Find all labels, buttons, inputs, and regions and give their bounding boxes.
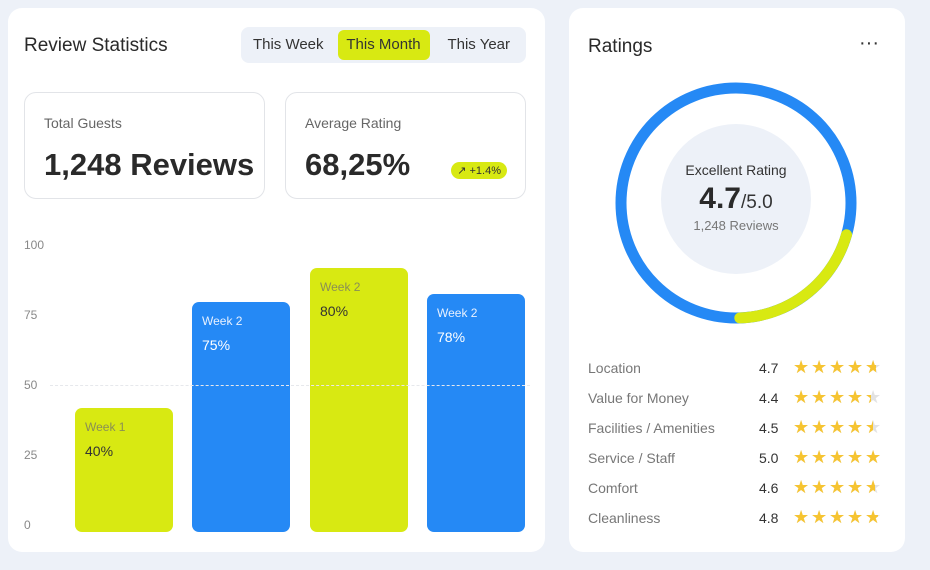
star-rating: ★★★★★★★★★★ — [793, 358, 881, 376]
period-tabs: This Week This Month This Year — [241, 27, 526, 63]
rating-category: Value for Money — [588, 390, 689, 406]
star-icon: ★★ — [811, 357, 828, 377]
star-icon: ★★ — [847, 477, 864, 497]
change-value: +1.4% — [469, 165, 502, 177]
rating-row: Cleanliness 4.8 ★ ★ ★ ★ ★ ★ ★ ★ ★ ★ — [588, 508, 888, 530]
star-icon: ★★ — [847, 387, 864, 407]
rating-row: Comfort 4.6 ★ ★ ★ ★ ★ ★ ★ ★ ★ ★ — [588, 478, 888, 500]
star-icon: ★★ — [829, 507, 846, 527]
rating-category: Service / Staff — [588, 450, 675, 466]
rating-value: 4.7 — [759, 360, 779, 376]
star-icon: ★★ — [865, 387, 882, 407]
tab-this-month[interactable]: This Month — [337, 30, 430, 60]
total-guests-card: Total Guests 1,248 Reviews — [24, 92, 265, 199]
star-icon: ★★ — [847, 447, 864, 467]
center-label: Excellent Rating — [685, 162, 787, 178]
bar-data-label: 80% — [320, 303, 349, 320]
star-icon: ★★ — [793, 357, 810, 377]
bar-category: Week 2 — [437, 305, 478, 320]
star-icon: ★★ — [793, 387, 810, 407]
star-icon: ★★ — [829, 477, 846, 497]
rating-value: 4.8 — [759, 510, 779, 526]
star-icon: ★★ — [793, 507, 810, 527]
card-title: Review Statistics — [24, 35, 168, 56]
star-icon: ★★ — [865, 417, 882, 437]
star-rating: ★★★★★★★★★★ — [793, 508, 881, 526]
bar[interactable]: Week 2 78% — [427, 293, 525, 532]
rating-category: Facilities / Amenities — [588, 420, 715, 436]
star-icon: ★★ — [811, 417, 828, 437]
tab-this-year[interactable]: This Year — [447, 36, 511, 53]
y-tick: 100 — [24, 238, 45, 252]
star-icon: ★★ — [847, 507, 864, 527]
average-rating-card: Average Rating 68,25% ↗ +1.4% — [285, 92, 526, 199]
reference-line — [50, 385, 530, 386]
rating-center: Excellent Rating 4.7/5.0 1,248 Reviews — [661, 124, 811, 274]
score: 4.7 — [699, 182, 741, 215]
rating-value: 4.4 — [759, 390, 779, 406]
review-statistics-card: Review Statistics This Week This Month T… — [8, 8, 545, 552]
star-icon: ★★ — [847, 357, 864, 377]
star-rating: ★★★★★★★★★★ — [793, 448, 881, 466]
review-count: 1,248 Reviews — [693, 218, 779, 233]
rating-value: 4.5 — [759, 420, 779, 436]
star-rating: ★★★★★★★★★★ — [793, 388, 881, 406]
total-guests-value: 1,248 Reviews — [44, 147, 255, 182]
star-icon: ★★ — [865, 507, 882, 527]
star-icon: ★★ — [811, 387, 828, 407]
star-icon: ★★ — [829, 447, 846, 467]
bar-category: Week 2 — [202, 314, 243, 328]
star-icon: ★★ — [865, 477, 882, 497]
star-rating: ★★★★★★★★★★ — [793, 478, 881, 496]
star-rating: ★★★★★★★★★★ — [793, 418, 881, 436]
total-guests-label: Total Guests — [44, 115, 122, 131]
rating-value: 5.0 — [759, 450, 779, 466]
bar[interactable]: Week 2 75% — [192, 302, 290, 532]
y-tick: 75 — [24, 308, 38, 322]
bar-data-label: 40% — [85, 443, 114, 460]
rating-category: Location — [588, 360, 641, 376]
bar-category: Week 2 — [320, 280, 361, 295]
change-badge: ↗ +1.4% — [451, 162, 507, 179]
rating-row: Service / Staff 5.0 ★ ★ ★ ★ ★ ★ ★ ★ ★ ★ — [588, 448, 888, 470]
bar-category: Week 1 — [85, 420, 126, 435]
rating-gauge — [615, 82, 857, 324]
gauge-highlight — [615, 82, 857, 324]
bar[interactable]: Week 2 80% — [310, 268, 408, 532]
more-options-icon[interactable]: ··· — [859, 32, 879, 54]
star-icon: ★★ — [829, 417, 846, 437]
y-tick: 0 — [24, 518, 31, 532]
average-rating-label: Average Rating — [305, 115, 402, 131]
rating-value: 4.6 — [759, 480, 779, 496]
star-icon: ★★ — [865, 357, 882, 377]
rating-category: Cleanliness — [588, 510, 661, 526]
star-icon: ★★ — [793, 447, 810, 467]
y-tick: 25 — [24, 448, 38, 462]
star-icon: ★★ — [811, 477, 828, 497]
star-icon: ★★ — [793, 417, 810, 437]
rating-row: Location 4.7 ★ ★ ★ ★ ★ ★ ★ ★ ★ ★ — [588, 358, 888, 380]
score-max: /5.0 — [741, 192, 773, 213]
star-icon: ★★ — [811, 507, 828, 527]
average-rating-value: 68,25% — [305, 147, 411, 182]
star-icon: ★★ — [847, 417, 864, 437]
y-tick: 50 — [24, 378, 38, 392]
star-icon: ★★ — [865, 447, 882, 467]
ratings-card: Ratings ··· Excellent Rating 4.7/5.0 1,2… — [569, 8, 905, 552]
bar-data-label: 78% — [437, 328, 466, 345]
trend-up-icon: ↗ — [457, 165, 467, 177]
star-icon: ★★ — [829, 387, 846, 407]
star-icon: ★★ — [811, 447, 828, 467]
bar-data-label: 75% — [202, 337, 231, 353]
bar[interactable]: Week 1 40% — [75, 408, 173, 532]
rating-category: Comfort — [588, 480, 638, 496]
star-icon: ★★ — [793, 477, 810, 497]
tab-this-week[interactable]: This Week — [252, 36, 324, 53]
card-title: Ratings — [588, 36, 653, 57]
star-icon: ★★ — [829, 357, 846, 377]
